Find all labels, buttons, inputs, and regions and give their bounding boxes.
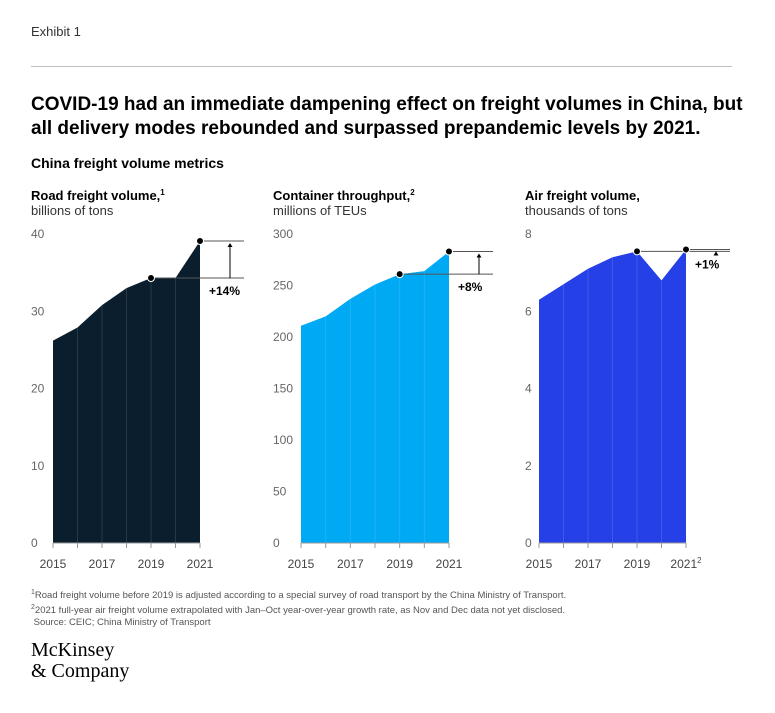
chart-3: Air freight volume,thousands of tons 0 2 4 6… [525,188,730,571]
x-tick-label: 2015 [288,557,315,571]
y-tick-label: 40 [31,227,45,241]
y-tick-label: 50 [273,485,287,499]
y-tick-label: 4 [525,382,532,396]
headline: COVID-19 had an immediate dampening effe… [31,94,743,139]
chart-title: Road freight volume,1 [31,188,165,203]
change-arrowhead [227,242,233,247]
y-tick-label: 6 [525,304,532,318]
x-tick-label: 2021 [187,557,214,571]
change-label: +14% [209,284,240,298]
y-tick-label: 200 [273,330,293,344]
x-tick-label: 2017 [337,557,364,571]
marker-2021 [682,245,690,254]
y-tick-label: 300 [273,227,293,241]
change-label: +1% [695,257,720,271]
change-label: +8% [458,280,483,294]
x-tick-label: 20212 [670,556,702,571]
source-note: Source: CEIC; China Ministry of Transpor… [33,617,211,629]
marker-2021 [445,247,453,256]
x-tick-label: 2015 [526,557,553,571]
x-tick-label: 2019 [138,557,165,571]
change-arrowhead [476,253,482,258]
chart-group-title: China freight volume metrics [31,155,224,171]
y-tick-label: 250 [273,279,293,293]
change-arrowhead [713,251,719,256]
footnote-2: 22021 full-year air freight volume extra… [31,604,566,617]
y-tick-label: 2 [525,459,532,473]
mckinsey-logo: McKinsey & Company [31,639,130,682]
y-tick-label: 150 [273,382,293,396]
chart-unit: billions of tons [31,203,114,218]
area-series [539,249,686,543]
marker-2019 [147,274,155,283]
x-tick-label: 2019 [624,557,651,571]
footnotes: 1Road freight volume before 2019 is adju… [31,587,566,629]
x-tick-label: 2015 [40,557,67,571]
area-series [53,241,200,543]
y-tick-label: 20 [31,382,45,396]
chart-unit: millions of TEUs [273,203,367,218]
y-tick-label: 0 [31,536,38,550]
y-tick-label: 100 [273,433,293,447]
exhibit-label: Exhibit 1 [31,24,81,39]
y-tick-label: 30 [31,304,45,318]
y-tick-label: 8 [525,227,532,241]
marker-2021 [196,236,204,245]
y-tick-label: 0 [273,536,280,550]
y-tick-label: 0 [525,536,532,550]
x-tick-label: 2017 [575,557,602,571]
area-series [301,251,449,543]
x-tick-label: 2017 [89,557,116,571]
chart-title: Air freight volume, [525,188,640,203]
marker-2019 [633,247,641,256]
chart-unit: thousands of tons [525,203,628,218]
footnote-1: 1Road freight volume before 2019 is adju… [31,589,567,602]
marker-2019 [395,270,404,279]
x-tick-label: 2019 [386,557,413,571]
y-tick-label: 10 [31,459,45,473]
chart-title: Container throughput,2 [273,188,415,203]
divider [31,66,732,67]
x-tick-label: 2021 [436,557,463,571]
